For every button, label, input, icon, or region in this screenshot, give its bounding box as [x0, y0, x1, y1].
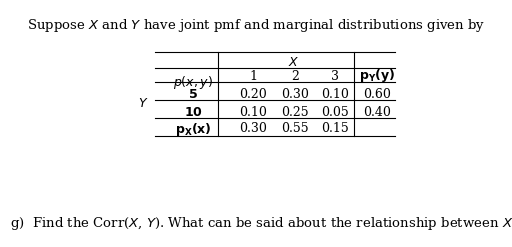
Text: 0.60: 0.60	[363, 87, 391, 101]
Text: $\mathbf{p_Y(y)}$: $\mathbf{p_Y(y)}$	[359, 67, 395, 84]
Text: $\mathit{Y}$: $\mathit{Y}$	[138, 97, 148, 109]
Text: 0.55: 0.55	[281, 123, 309, 136]
Text: g)  Find the Corr($\mathit{X}$, $\mathit{Y}$). What can be said about the relati: g) Find the Corr($\mathit{X}$, $\mathit{…	[10, 215, 512, 232]
Text: 1: 1	[249, 69, 257, 82]
Text: $\mathbf{p_X(x)}$: $\mathbf{p_X(x)}$	[175, 121, 211, 138]
Text: Suppose $\mathit{X}$ and $\mathit{Y}$ have joint pmf and marginal distributions : Suppose $\mathit{X}$ and $\mathit{Y}$ ha…	[27, 17, 485, 34]
Text: 0.30: 0.30	[239, 123, 267, 136]
Text: $p(x,y)$: $p(x,y)$	[173, 74, 213, 90]
Text: 3: 3	[331, 69, 339, 82]
Text: 0.05: 0.05	[321, 105, 349, 119]
Text: 0.10: 0.10	[321, 87, 349, 101]
Text: 0.30: 0.30	[281, 87, 309, 101]
Text: 0.40: 0.40	[363, 105, 391, 119]
Text: 0.15: 0.15	[321, 123, 349, 136]
Text: 2: 2	[291, 69, 299, 82]
Text: 0.20: 0.20	[239, 87, 267, 101]
Text: 0.10: 0.10	[239, 105, 267, 119]
Text: $\mathbf{5}$: $\mathbf{5}$	[188, 87, 198, 101]
Text: $X$: $X$	[288, 56, 300, 68]
Text: $\mathbf{10}$: $\mathbf{10}$	[184, 105, 202, 119]
Text: 0.25: 0.25	[281, 105, 309, 119]
